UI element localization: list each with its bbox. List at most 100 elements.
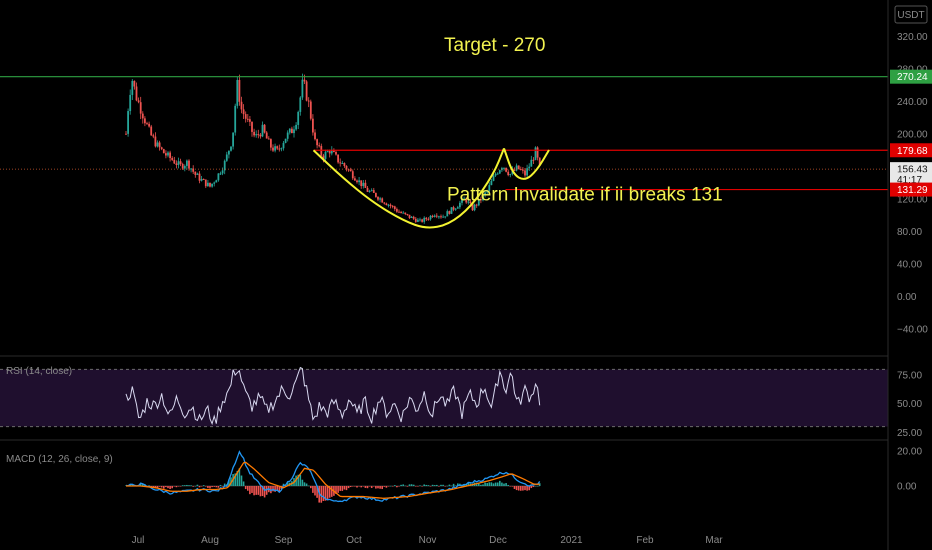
macd-histogram-bar: [345, 486, 348, 491]
horizontal-levels[interactable]: [0, 76, 888, 191]
candle-body: [435, 215, 438, 217]
rsi-tick-label: 50.00: [897, 399, 922, 410]
macd-histogram-bar: [375, 486, 377, 489]
candle-body: [232, 132, 234, 147]
candle-body: [339, 162, 342, 164]
macd-histogram-bar: [139, 483, 142, 486]
macd-histogram-bar: [349, 486, 352, 488]
price-tag-box: [890, 69, 932, 84]
macd-histogram-bar: [301, 479, 304, 486]
candle-body: [295, 124, 297, 130]
time-tick-label: Feb: [636, 535, 654, 546]
candle-body: [400, 211, 402, 213]
macd-histogram-bar: [343, 486, 346, 490]
candle-body: [368, 190, 371, 192]
candle-body: [515, 165, 518, 171]
cup-and-handle-drawing[interactable]: [312, 148, 550, 229]
candle-body: [207, 182, 209, 187]
macd-histogram-bar: [381, 486, 383, 490]
macd-histogram-bar: [404, 485, 407, 487]
macd-histogram-bar: [496, 482, 499, 486]
candle-body: [150, 126, 153, 136]
price-tick-label: 240.00: [897, 97, 928, 108]
macd-histogram-bar: [167, 486, 169, 489]
candle-body: [414, 218, 417, 222]
candle-body: [513, 169, 516, 171]
macd-histogram-bar: [286, 482, 289, 486]
macd-histogram-bar: [303, 482, 306, 486]
candle-body: [253, 131, 255, 136]
candle-body: [217, 173, 220, 181]
rsi-pane[interactable]: RSI (14, close): [0, 366, 888, 428]
time-tick-label: Jul: [132, 535, 145, 546]
macd-histogram-bar: [310, 486, 312, 489]
macd-histogram-bar: [490, 482, 493, 486]
candle-body: [246, 118, 249, 120]
macd-histogram-bar: [534, 485, 537, 487]
candle-body: [238, 79, 241, 102]
candle-body: [223, 160, 226, 171]
macd-histogram-bar: [335, 486, 337, 494]
candle-body: [284, 138, 287, 143]
candle-body: [536, 147, 539, 158]
price-tick-label: 320.00: [897, 32, 928, 43]
macd-histogram-bar: [419, 485, 421, 486]
macd-histogram-bar: [406, 486, 409, 487]
candle-body: [152, 135, 155, 137]
macd-histogram-bar: [236, 470, 239, 486]
candle-body: [448, 211, 451, 214]
macd-histogram-bar: [501, 482, 503, 486]
candle-body: [351, 171, 354, 179]
macd-tick-label: 0.00: [897, 482, 917, 493]
macd-histogram-bar: [305, 483, 308, 486]
candle-body: [372, 190, 375, 193]
candle-body: [259, 134, 262, 137]
time-tick-label: Nov: [419, 535, 437, 546]
macd-histogram-bar: [511, 486, 514, 487]
macd-histogram-bar: [326, 486, 329, 500]
chart-annotations[interactable]: Target - 270 Pattern Invalidate if ii bre…: [444, 35, 723, 206]
candle-body: [236, 79, 239, 106]
rsi-line: [125, 366, 541, 426]
macd-histogram-bar: [450, 485, 453, 487]
candle-body: [186, 160, 188, 166]
candle-body: [265, 132, 268, 139]
macd-histogram-bar: [179, 486, 182, 487]
macd-histogram-bar: [163, 486, 165, 489]
time-axis[interactable]: Jul Aug Sep Oct Nov Dec 2021 Feb Mar: [132, 535, 724, 546]
candle-body: [177, 161, 180, 165]
candle-body: [293, 129, 295, 134]
candle-body: [526, 168, 528, 176]
macd-histogram-bar: [415, 486, 417, 487]
macd-histogram-bar: [442, 484, 444, 486]
macd-histogram-bar: [156, 486, 159, 488]
candle-body: [303, 79, 306, 82]
macd-pane[interactable]: MACD (12, 26, close, 9): [6, 450, 541, 503]
candle-body: [242, 109, 245, 115]
macd-histogram-bar: [257, 486, 260, 495]
macd-histogram-bar: [446, 485, 449, 487]
candle-body: [192, 168, 195, 172]
macd-histogram-bar: [221, 486, 224, 487]
macd-histogram-bar: [438, 486, 440, 487]
candle-body: [404, 212, 407, 215]
macd-title: MACD (12, 26, close, 9): [6, 454, 113, 465]
price-pane[interactable]: Target - 270 Pattern Invalidate if ii bre…: [0, 35, 888, 229]
candle-body: [456, 207, 459, 209]
currency-button[interactable]: USDT: [894, 5, 928, 24]
macd-histogram-bar: [433, 485, 436, 486]
candle-body: [379, 198, 381, 200]
handle-curve: [503, 148, 550, 180]
candle-body: [412, 216, 415, 219]
price-axis[interactable]: 320.00280.00240.00200.00160.00120.0080.0…: [887, 0, 932, 550]
macd-histogram-bar: [312, 486, 314, 493]
macd-histogram-bar: [175, 486, 178, 488]
macd-histogram-bar: [337, 486, 339, 493]
target-annotation: Target - 270: [444, 35, 545, 56]
macd-histogram-bar: [478, 483, 480, 486]
candle-body: [498, 170, 501, 174]
price-tick-label: −40.00: [897, 324, 928, 335]
macd-histogram-bar: [417, 486, 419, 487]
candle-body: [377, 196, 379, 200]
